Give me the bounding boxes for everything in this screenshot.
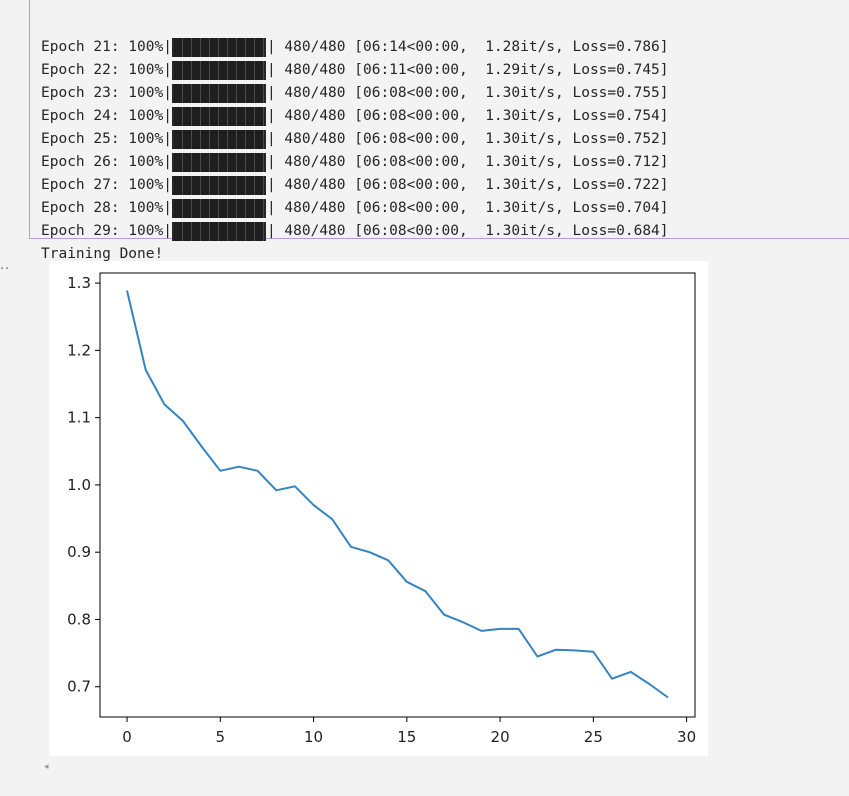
log-line-suffix: | 480/480 [06:08<00:00, 1.30it/s, Loss=0… [266,131,669,147]
log-line-prefix: Epoch 24: 100%| [41,108,172,124]
x-tick-label: 15 [397,728,416,746]
plot-axes-frame [99,272,696,718]
x-tick-label: 0 [122,728,132,746]
log-line-prefix: Epoch 29: 100%| [41,223,172,239]
log-line-suffix: | 480/480 [06:08<00:00, 1.30it/s, Loss=0… [266,108,669,124]
log-line: Epoch 27: 100%| | 480/480 [06:08<00:00, 1… [41,174,669,197]
log-line-suffix: | 480/480 [06:08<00:00, 1.30it/s, Loss=0… [266,154,669,170]
loss-series-line [126,290,669,699]
y-tick-label: 1.1 [67,409,91,427]
training-done-text: Training Done! [41,246,164,262]
scroll-left-arrow-icon[interactable]: ◂ [44,762,49,772]
y-tick-label: 0.8 [67,610,91,628]
loss-line-chart: 0 5 10 15 20 25 30 0.7 0.8 0.9 1.0 1.1 1.2 1.3 [67,272,696,746]
log-line-suffix: | 480/480 [06:08<00:00, 1.30it/s, Loss=0… [266,223,669,239]
log-line-suffix: | 480/480 [06:08<00:00, 1.30it/s, Loss=0… [266,85,669,101]
log-line-prefix: Epoch 23: 100%| [41,85,172,101]
x-tick-label: 30 [677,728,696,746]
log-line-prefix: Epoch 28: 100%| [41,200,172,216]
x-tick-label: 10 [304,728,323,746]
progress-bar [171,61,266,80]
log-line: Epoch 28: 100%| | 480/480 [06:08<00:00, 1… [41,197,669,220]
y-tick-label: 1.3 [67,274,91,292]
log-line-prefix: Epoch 22: 100%| [41,62,172,78]
x-tick-label: 25 [584,728,603,746]
progress-bar [171,153,266,172]
y-tick-label: 1.2 [67,341,91,359]
log-line: Epoch 24: 100%| | 480/480 [06:08<00:00, 1… [41,105,669,128]
log-line: Epoch 25: 100%| | 480/480 [06:08<00:00, 1… [41,128,669,151]
log-line-suffix: | 480/480 [06:08<00:00, 1.30it/s, Loss=0… [266,177,669,193]
log-line-prefix: Epoch 21: 100%| [41,39,172,55]
log-line: Epoch 29: 100%| | 480/480 [06:08<00:00, 1… [41,220,669,243]
y-tick-label: 0.7 [67,678,91,696]
progress-bar [171,222,266,241]
progress-bar [171,199,266,218]
x-tick-label: 20 [491,728,510,746]
progress-bar [171,84,266,103]
progress-bar [171,38,266,57]
log-line: Epoch 23: 100%| | 480/480 [06:08<00:00, 1… [41,82,669,105]
progress-bar [171,107,266,126]
x-tick-label: 5 [216,728,226,746]
log-line: Epoch 21: 100%| | 480/480 [06:14<00:00, 1… [41,36,669,59]
output-collapse-ellipsis[interactable]: ·· [0,262,11,277]
progress-bar [171,176,266,195]
log-line-prefix: Epoch 27: 100%| [41,177,172,193]
log-line-suffix: | 480/480 [06:08<00:00, 1.30it/s, Loss=0… [266,200,669,216]
log-line: Epoch 22: 100%| | 480/480 [06:11<00:00, 1… [41,59,669,82]
log-line-prefix: Epoch 26: 100%| [41,154,172,170]
progress-bar [171,130,266,149]
log-line-suffix: | 480/480 [06:14<00:00, 1.28it/s, Loss=0… [266,39,669,55]
training-log: Epoch 21: 100%| | 480/480 [06:14<00:00, 1… [41,0,669,266]
loss-plot-output: 0 5 10 15 20 25 30 0.7 0.8 0.9 1.0 1.1 1.2 1.3 [49,261,708,756]
log-line-prefix: Epoch 25: 100%| [41,131,172,147]
y-tick-label: 0.9 [67,543,91,561]
log-line: Epoch 26: 100%| | 480/480 [06:08<00:00, 1… [41,151,669,174]
log-line-suffix: | 480/480 [06:11<00:00, 1.29it/s, Loss=0… [266,62,669,78]
cell-stream-output: Epoch 21: 100%| | 480/480 [06:14<00:00, 1… [29,0,849,262]
y-tick-label: 1.0 [67,476,91,494]
